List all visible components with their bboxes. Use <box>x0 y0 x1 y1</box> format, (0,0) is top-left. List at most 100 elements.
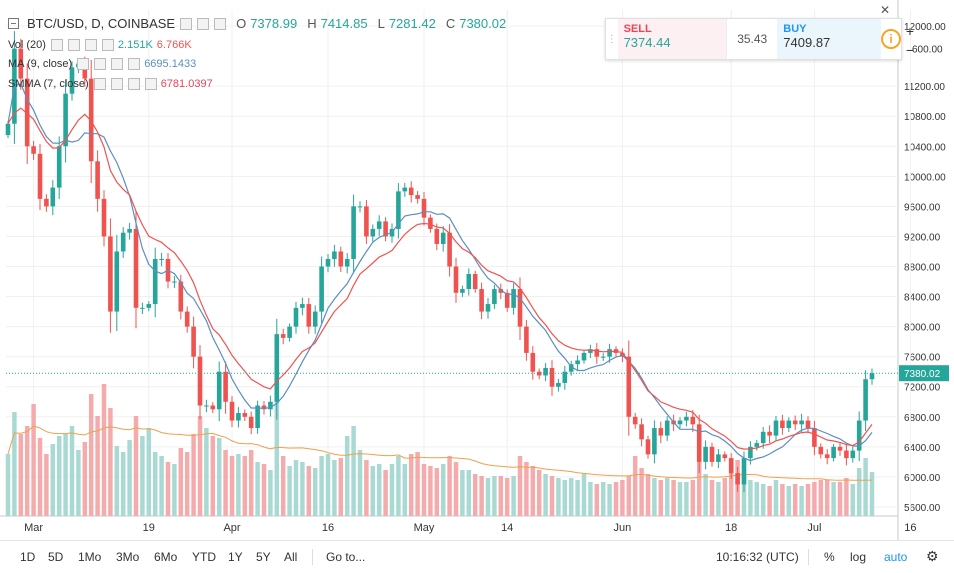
close-icon[interactable] <box>127 78 140 90</box>
candle-body <box>664 420 670 436</box>
drag-handle-icon[interactable]: ⋮ <box>606 33 617 45</box>
chevron-down-icon[interactable] <box>180 17 193 30</box>
volume-bar <box>607 484 612 516</box>
candle-body <box>728 458 734 474</box>
eye-icon[interactable] <box>214 17 227 30</box>
candle-body <box>421 198 427 218</box>
candle-body <box>588 349 593 353</box>
settings-icon[interactable] <box>94 58 107 70</box>
volume-bar <box>588 482 593 516</box>
log-toggle[interactable]: log <box>850 550 867 564</box>
volume-bar <box>82 442 88 516</box>
vol-legend: Vol (20) 2.151K 6.766K <box>8 39 192 51</box>
eye-icon[interactable] <box>77 58 90 70</box>
candle-body <box>402 187 408 192</box>
volume-bar <box>639 468 644 516</box>
smma-label: SMMA (7, close) <box>8 78 89 90</box>
goto-button[interactable]: Go to... <box>326 550 366 564</box>
price-tick-label: 8800.00 <box>904 263 941 274</box>
candle-body <box>268 401 273 410</box>
volume-bar <box>703 474 708 516</box>
more-icon[interactable] <box>128 58 141 70</box>
volume-bar <box>56 436 62 516</box>
open-value: 7378.99 <box>250 16 298 31</box>
volume-bar <box>76 450 81 516</box>
candle-body <box>504 292 510 308</box>
range-5d[interactable]: 5D <box>48 550 64 564</box>
volume-bar <box>268 470 273 516</box>
range-3mo[interactable]: 3Mo <box>116 550 140 564</box>
range-5y[interactable]: 5Y <box>256 550 271 564</box>
volume-bar <box>562 480 568 516</box>
price-chart[interactable]: 12000.00 11200.00 10800.00 10400.00 10000.00… <box>0 0 954 540</box>
range-all[interactable]: All <box>284 550 298 564</box>
more-icon[interactable] <box>101 39 114 51</box>
candle-body <box>332 251 337 259</box>
close-label: C <box>445 16 456 31</box>
volume-bar <box>172 464 177 516</box>
range-6mo[interactable]: 6Mo <box>154 550 178 564</box>
candle-body <box>63 93 68 147</box>
volume-bar <box>357 450 363 516</box>
range-1y[interactable]: 1Y <box>228 550 243 564</box>
collapse-icon[interactable] <box>8 18 19 29</box>
close-icon[interactable] <box>84 39 97 51</box>
volume-bar <box>632 456 638 516</box>
candle-body <box>869 373 875 380</box>
sell-value: 7374.44 <box>623 35 671 50</box>
eye-icon[interactable] <box>50 39 63 51</box>
price-tick-label: 8400.00 <box>904 293 941 304</box>
volume-bar <box>280 456 286 516</box>
settings-icon[interactable] <box>110 78 123 90</box>
range-ytd[interactable]: YTD <box>192 550 216 564</box>
volume-bar <box>760 484 766 516</box>
price-tick-label: 7200.00 <box>904 383 941 394</box>
gear-icon[interactable]: ⚙ <box>926 548 939 564</box>
volume-bar <box>402 464 408 516</box>
volume-bar <box>408 454 414 516</box>
close-icon[interactable]: ✕ <box>880 3 891 17</box>
candle-body <box>5 123 11 135</box>
volume-bar <box>684 482 689 516</box>
percent-toggle[interactable]: % <box>824 550 835 564</box>
range-1mo[interactable]: 1Mo <box>78 550 102 564</box>
eye-icon[interactable] <box>93 78 106 90</box>
zoom-out-button[interactable]: − <box>905 42 915 58</box>
price-tick-label: 11200.00 <box>904 82 945 93</box>
buy-button[interactable]: BUY 7409.87 <box>777 19 881 59</box>
sell-button[interactable]: SELL 7374.44 <box>617 19 728 59</box>
volume-bar <box>498 476 504 516</box>
candle-body <box>280 334 286 338</box>
settings-icon[interactable] <box>67 39 80 51</box>
volume-bar <box>824 480 830 516</box>
candle-body <box>408 187 414 196</box>
candle-body <box>357 206 363 208</box>
candle-body <box>562 371 568 383</box>
candle-body <box>556 382 561 387</box>
candle-body <box>831 446 836 459</box>
bottom-toolbar: 1D 5D 1Mo 3Mo 6Mo YTD 1Y 5Y All Go to...… <box>0 540 954 573</box>
volume-bar <box>472 474 478 516</box>
last-price-label: 7380.02 <box>904 369 941 380</box>
info-icon[interactable]: i <box>881 29 901 49</box>
volume-bar <box>101 384 107 516</box>
candle-body <box>735 473 740 485</box>
time-tick-label: 18 <box>725 522 737 534</box>
candle-body <box>56 146 62 188</box>
volume-bar <box>338 458 344 516</box>
volume-bar <box>204 428 209 516</box>
range-1d[interactable]: 1D <box>20 550 36 564</box>
close-icon[interactable] <box>111 58 124 70</box>
vol-value-1: 2.151K <box>117 39 153 51</box>
price-tick-label: 9600.00 <box>904 202 941 213</box>
candle-body <box>229 401 235 421</box>
zoom-in-button[interactable]: + <box>905 23 915 39</box>
settings-icon[interactable] <box>197 17 210 30</box>
more-icon[interactable] <box>144 78 157 90</box>
volume-bar <box>716 482 721 516</box>
volume-bar <box>479 476 484 516</box>
volume-bar <box>485 478 491 516</box>
auto-toggle[interactable]: auto <box>884 550 908 564</box>
volume-bar <box>370 466 376 516</box>
price-tick-label: 10800.00 <box>904 112 946 123</box>
